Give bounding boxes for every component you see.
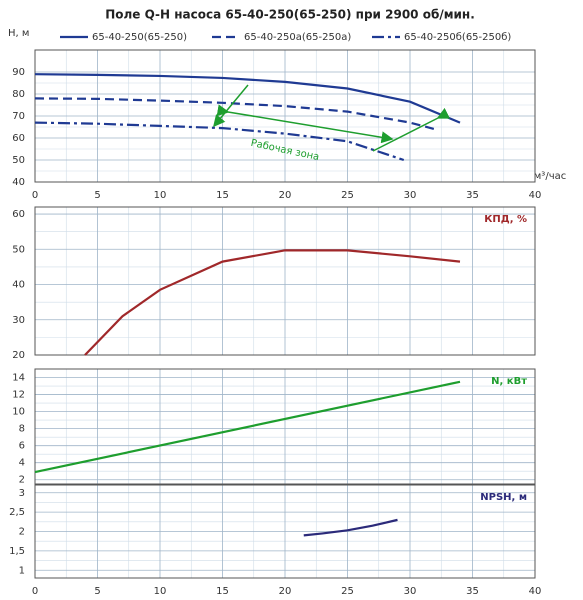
x-tick-label: 15 (216, 190, 229, 201)
plot-frame (34, 484, 536, 579)
x-tick-label: 15 (216, 586, 229, 597)
x-tick-label: 40 (529, 586, 542, 597)
y-tick-label: 6 (19, 441, 25, 452)
zone-arrow (216, 104, 394, 144)
legend-label: 65-40-250б(65-250б) (404, 32, 511, 43)
y-tick-label: 40 (12, 177, 25, 188)
zone-arrow (372, 107, 451, 152)
y-tick-label: 30 (12, 315, 25, 326)
zone-arrow (213, 84, 249, 128)
panel-label: N, кВт (491, 376, 527, 387)
working-zone (213, 84, 451, 152)
panel-label: NPSH, м (480, 492, 527, 503)
legend-label: 65-40-250а(65-250а) (244, 32, 351, 43)
x-tick-label: 5 (94, 190, 100, 201)
x-tick-label: 10 (154, 190, 167, 201)
y-tick-label: 2,5 (9, 507, 25, 518)
y-tick-label: 60 (12, 209, 25, 220)
panel-label: КПД, % (484, 214, 527, 225)
data-line (34, 73, 461, 124)
y-tick-label: 80 (12, 89, 25, 100)
x-axis-label: м³/час (534, 171, 566, 182)
x-tick-label: 10 (154, 586, 167, 597)
y-tick-label: 4 (19, 458, 25, 469)
y-tick-label: 50 (12, 244, 25, 255)
y-tick-label: 60 (12, 133, 25, 144)
x-tick-label: 25 (341, 586, 354, 597)
data-line (303, 518, 398, 537)
y-tick-label: 12 (12, 390, 25, 401)
x-tick-label: 5 (94, 586, 100, 597)
x-tick-label: 20 (279, 586, 292, 597)
plot-frame (34, 49, 536, 183)
y-tick-label: 2 (19, 527, 25, 538)
y-tick-label: 50 (12, 155, 25, 166)
y-tick-label: 90 (12, 67, 25, 78)
data-line (34, 121, 405, 162)
y-tick-label: 1,5 (9, 546, 25, 557)
y-tick-label: 10 (12, 407, 25, 418)
y-tick-label: 8 (19, 424, 25, 435)
y-axis-label: Н, м (8, 28, 29, 39)
chart-title: Поле Q-H насоса 65-40-250(65-250) при 29… (105, 8, 475, 22)
x-tick-label: 0 (32, 586, 38, 597)
x-tick-label: 35 (466, 190, 479, 201)
y-tick-label: 40 (12, 280, 25, 291)
data-line (84, 249, 461, 356)
y-tick-label: 70 (12, 111, 25, 122)
x-tick-label: 30 (404, 190, 417, 201)
x-tick-label: 25 (341, 190, 354, 201)
y-tick-label: 20 (12, 350, 25, 361)
x-tick-label: 40 (529, 190, 542, 201)
x-tick-label: 20 (279, 190, 292, 201)
x-tick-label: 0 (32, 190, 38, 201)
x-tick-label: 30 (404, 586, 417, 597)
y-tick-label: 1 (19, 565, 25, 576)
plot-frame (34, 368, 536, 485)
legend-label: 65-40-250(65-250) (92, 32, 187, 43)
y-tick-label: 2 (19, 475, 25, 486)
data-line (34, 380, 461, 474)
plot-frame (34, 206, 536, 356)
x-tick-label: 35 (466, 586, 479, 597)
y-tick-label: 14 (12, 373, 25, 384)
y-tick-label: 3 (19, 488, 25, 499)
